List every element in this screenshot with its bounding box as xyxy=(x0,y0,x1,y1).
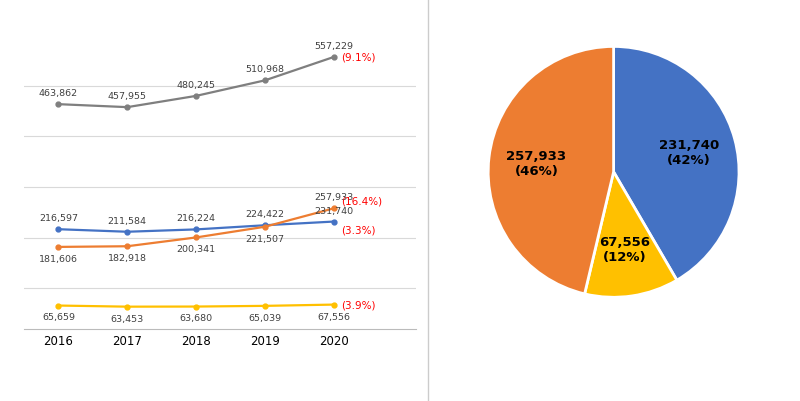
Text: (16.4%): (16.4%) xyxy=(341,196,382,206)
Text: 463,862: 463,862 xyxy=(39,89,78,98)
Text: 221,507: 221,507 xyxy=(246,234,285,243)
Text: 65,659: 65,659 xyxy=(42,313,75,322)
Text: 67,556: 67,556 xyxy=(318,312,350,321)
Text: 63,680: 63,680 xyxy=(179,314,213,323)
Text: 231,740: 231,740 xyxy=(314,206,354,215)
Text: 181,606: 181,606 xyxy=(39,254,78,263)
Text: 510,968: 510,968 xyxy=(246,65,285,74)
Text: 257,933: 257,933 xyxy=(314,193,354,202)
Text: 216,224: 216,224 xyxy=(177,214,216,223)
Text: 480,245: 480,245 xyxy=(177,81,216,90)
Text: 65,039: 65,039 xyxy=(249,313,282,322)
Text: 557,229: 557,229 xyxy=(314,42,354,51)
Text: 224,422: 224,422 xyxy=(246,210,285,219)
Text: 200,341: 200,341 xyxy=(177,245,216,254)
Text: 257,933
(46%): 257,933 (46%) xyxy=(506,150,566,177)
Text: 182,918: 182,918 xyxy=(108,253,146,263)
Text: 231,740
(42%): 231,740 (42%) xyxy=(658,138,718,166)
Text: (3.9%): (3.9%) xyxy=(341,300,375,310)
Text: (3.3%): (3.3%) xyxy=(341,225,375,235)
Wedge shape xyxy=(614,47,739,280)
Text: 67,556
(12%): 67,556 (12%) xyxy=(599,235,650,263)
Text: 216,597: 216,597 xyxy=(39,214,78,223)
Wedge shape xyxy=(585,172,677,298)
Text: 457,955: 457,955 xyxy=(108,92,146,101)
Wedge shape xyxy=(488,47,614,294)
Text: 63,453: 63,453 xyxy=(110,314,144,323)
Text: 211,584: 211,584 xyxy=(108,216,146,225)
Text: (9.1%): (9.1%) xyxy=(341,53,375,63)
